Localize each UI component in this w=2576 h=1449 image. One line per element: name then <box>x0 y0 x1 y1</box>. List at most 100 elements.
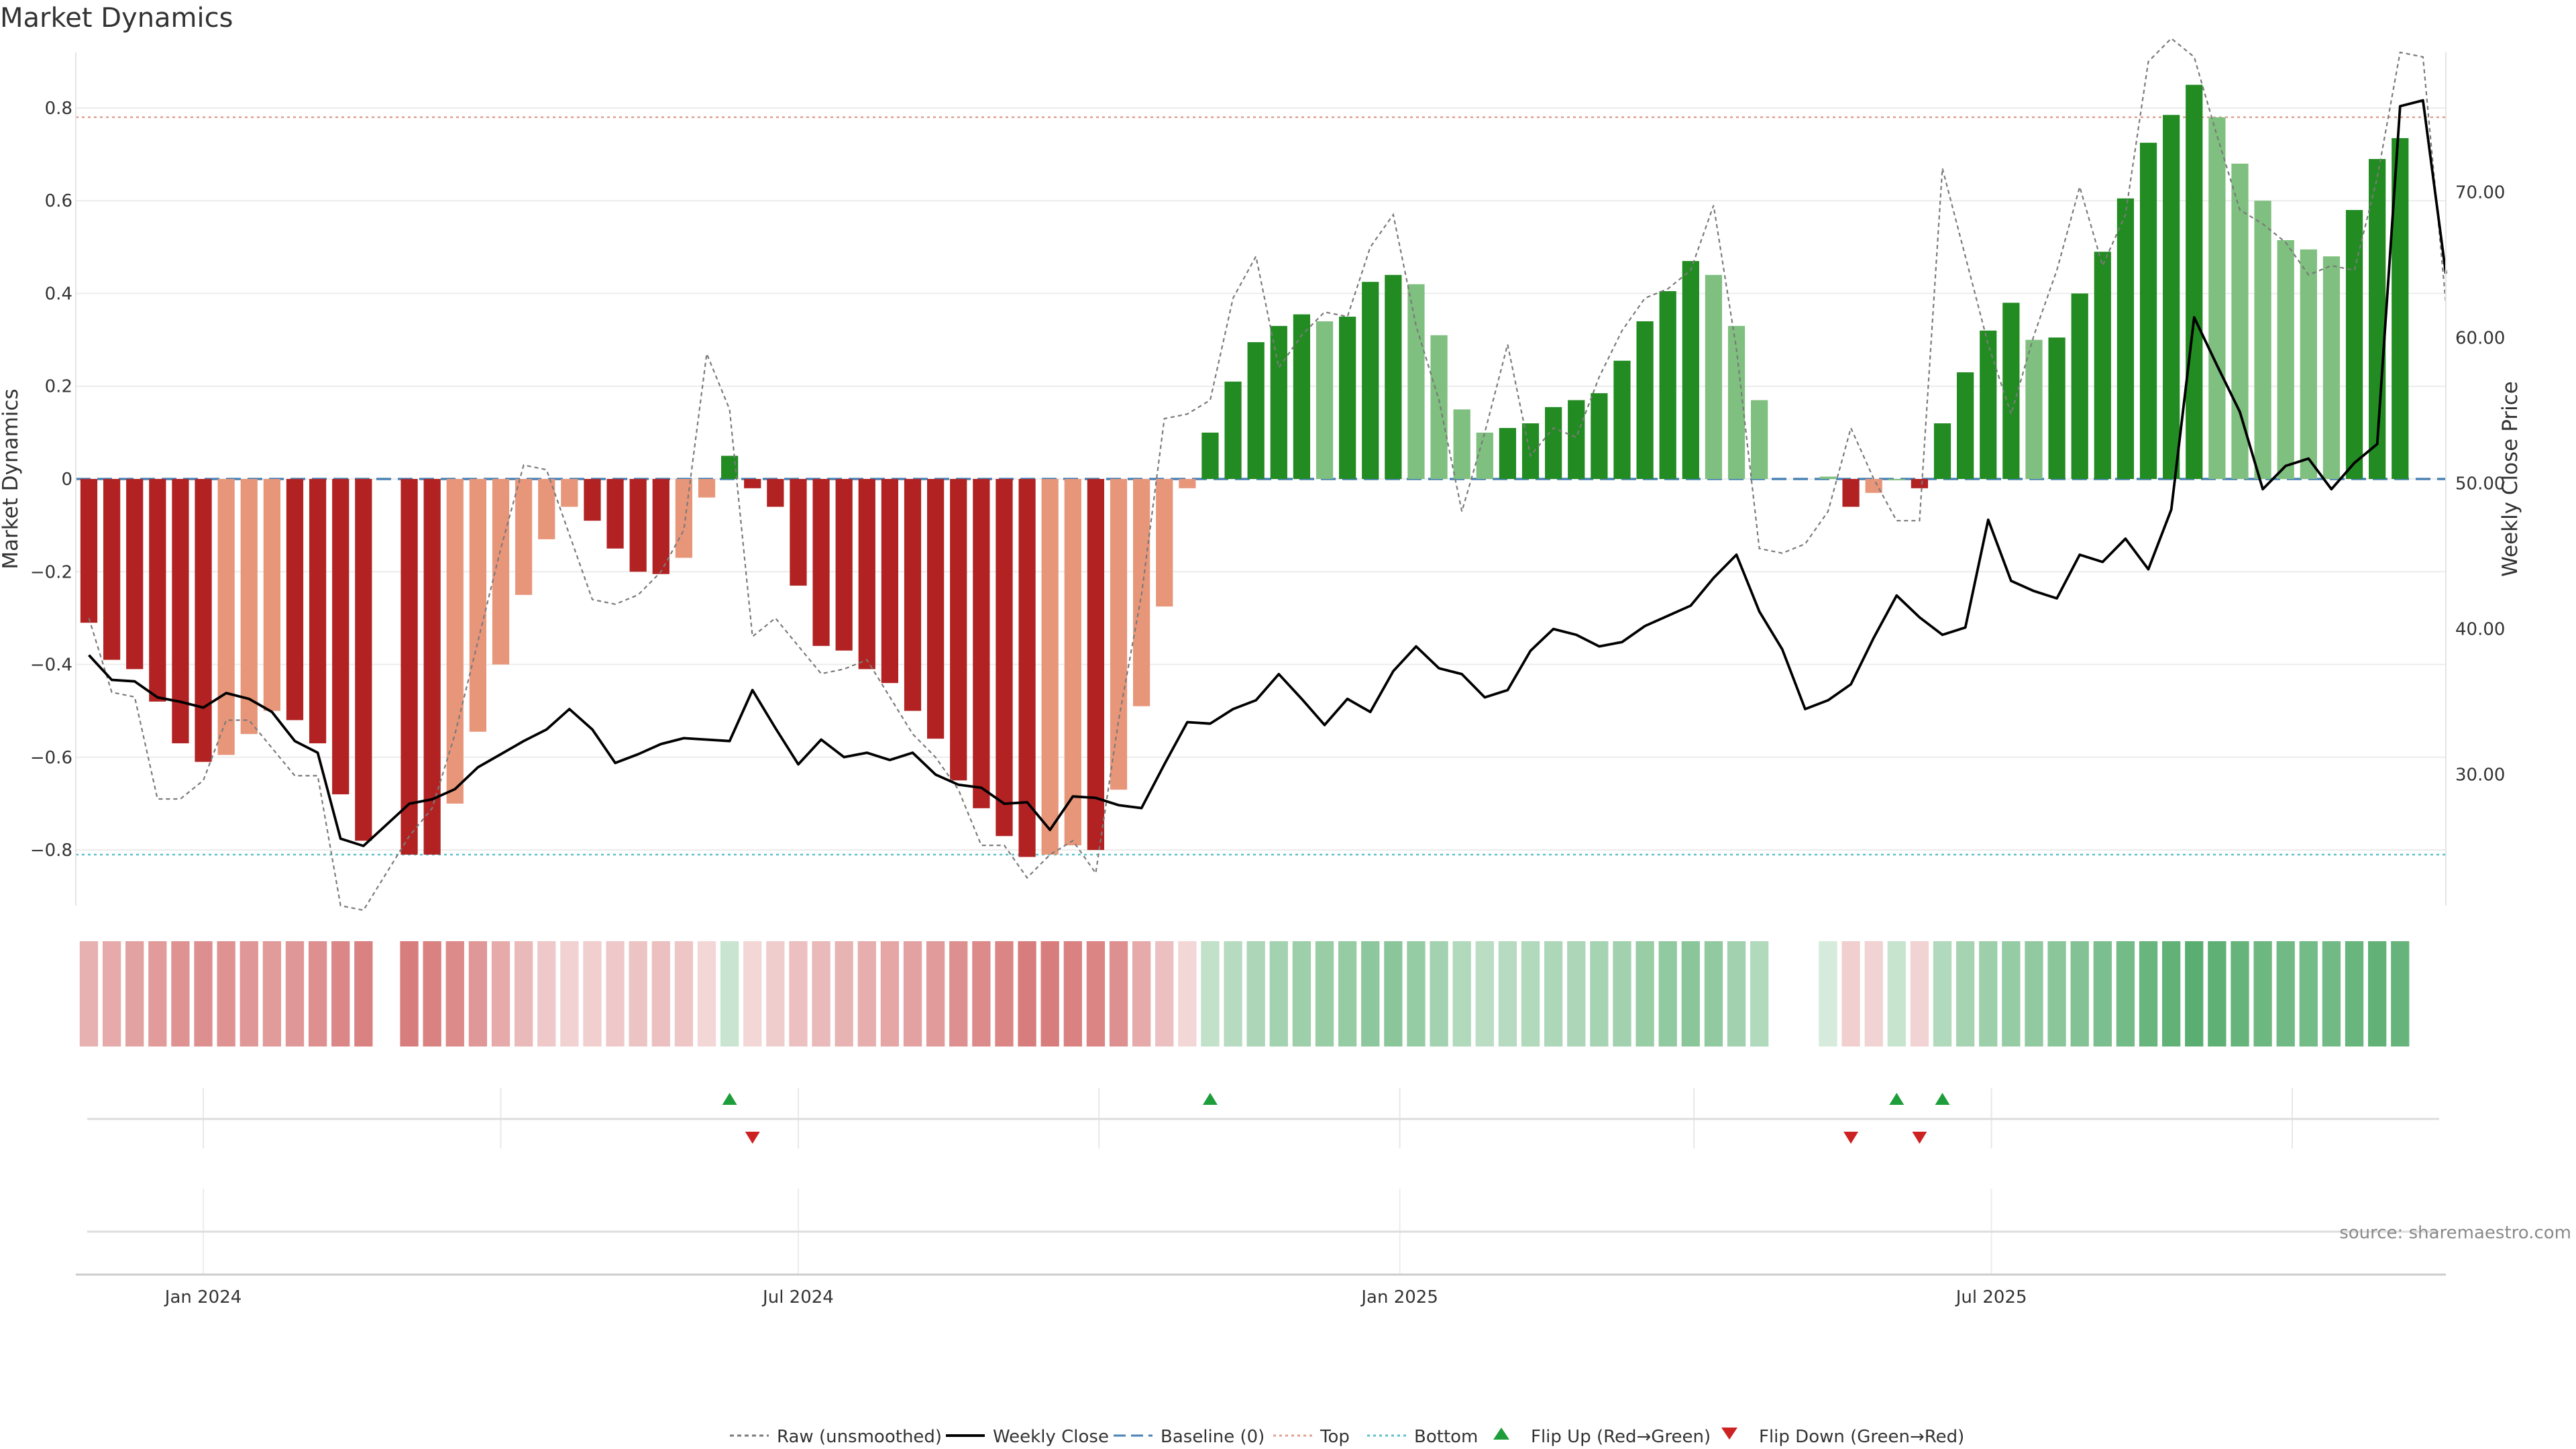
heat-cell <box>606 941 625 1046</box>
dynamics-bar <box>1521 423 1540 479</box>
heat-cell <box>1040 941 1059 1046</box>
heat-cell <box>2345 941 2364 1046</box>
heat-cell <box>1864 941 1883 1046</box>
dynamics-bar <box>2322 256 2341 479</box>
y-tick-label-right: 70.00 <box>2455 182 2505 203</box>
y-tick-label-left: 0.2 <box>45 377 72 397</box>
heat-cell <box>2208 941 2226 1046</box>
heat-cell <box>1224 941 1242 1046</box>
dynamics-bar <box>904 479 922 711</box>
heat-cell <box>583 941 602 1046</box>
x-tick-label: Jan 2025 <box>1360 1287 1438 1307</box>
heat-cell <box>2139 941 2158 1046</box>
heat-cell <box>2368 941 2387 1046</box>
y-tick-label-right: 60.00 <box>2455 328 2505 348</box>
heat-cell <box>1956 941 1975 1046</box>
heat-cell <box>2253 941 2272 1046</box>
heat-cell <box>2025 941 2043 1046</box>
heat-cell <box>1841 941 1860 1046</box>
heat-cell <box>125 941 144 1046</box>
y-tick-label-left: −0.4 <box>30 655 72 676</box>
dynamics-bar <box>286 479 304 720</box>
dynamics-bar <box>1911 479 1929 488</box>
dynamics-bar <box>1156 479 1173 607</box>
dynamics-bar <box>80 479 98 623</box>
heat-cell <box>1155 941 1174 1046</box>
dynamics-bar <box>1499 427 1517 479</box>
dynamics-bar <box>2071 293 2088 479</box>
heat-cell <box>789 941 808 1046</box>
dynamics-bar <box>263 479 281 711</box>
heat-cell <box>1887 941 1906 1046</box>
heat-cell <box>835 941 853 1046</box>
heat-cell <box>1361 941 1380 1046</box>
heat-cell <box>1063 941 1082 1046</box>
dynamics-bar <box>2345 210 2363 479</box>
flip-up-marker <box>1889 1093 1904 1105</box>
heat-cell <box>1613 941 1631 1046</box>
heat-cell <box>148 941 167 1046</box>
flip-down-marker <box>1843 1132 1859 1144</box>
dynamics-bar <box>400 479 418 855</box>
heat-cell <box>1018 941 1036 1046</box>
dynamics-bar <box>1293 314 1311 479</box>
dynamics-bar <box>790 479 807 586</box>
dynamics-bar <box>217 479 235 755</box>
heat-cell <box>1109 941 1128 1046</box>
x-tick-label: Jul 2024 <box>761 1287 834 1307</box>
dynamics-bar <box>1224 381 1242 479</box>
heat-cell <box>1292 941 1311 1046</box>
heat-cell <box>926 941 945 1046</box>
heat-cell <box>308 941 327 1046</box>
heat-cell <box>1086 941 1106 1046</box>
heat-cell <box>1430 941 1448 1046</box>
dynamics-bar <box>423 479 441 855</box>
dynamics-bar <box>1751 400 1768 479</box>
dynamics-bar <box>1545 407 1562 479</box>
dynamics-bar <box>1476 432 1493 479</box>
heat-cell <box>1979 941 1998 1046</box>
heat-cell <box>331 941 350 1046</box>
flip-up-marker <box>1935 1093 1950 1105</box>
x-tick-label: Jan 2024 <box>164 1287 242 1307</box>
legend-swatch <box>1721 1428 1737 1440</box>
heat-cell <box>514 941 533 1046</box>
legend-label: Weekly Close <box>993 1427 1109 1447</box>
heat-cell <box>1567 941 1586 1046</box>
y-tick-label-left: 0 <box>61 470 72 490</box>
heat-cell <box>2162 941 2181 1046</box>
dynamics-bar <box>1110 479 1128 790</box>
legend-label: Top <box>1320 1427 1350 1447</box>
dynamics-bar <box>720 455 739 479</box>
heat-cell <box>720 941 739 1046</box>
dynamics-bar <box>1957 372 1974 479</box>
heat-cell <box>1201 941 1220 1046</box>
dynamics-bar <box>1362 282 1379 479</box>
dynamics-bar <box>950 479 967 781</box>
dynamics-bar <box>1087 479 1105 851</box>
heat-cell <box>857 941 876 1046</box>
dynamics-bar <box>1933 423 1951 479</box>
heat-cell <box>697 941 716 1046</box>
heat-cell <box>537 941 556 1046</box>
heat-cell <box>423 941 441 1046</box>
dynamics-bar <box>172 479 189 744</box>
heat-cell <box>972 941 991 1046</box>
dynamics-bar <box>1568 400 1585 479</box>
heat-cell <box>674 941 694 1046</box>
dynamics-bar <box>1613 360 1631 479</box>
dynamics-bar <box>1407 284 1425 479</box>
legend-swatch <box>1493 1428 1509 1440</box>
dynamics-bar <box>2300 249 2317 479</box>
dynamics-bar <box>1842 479 1860 507</box>
dynamics-bar <box>332 479 350 795</box>
y-tick-label-left: 0.8 <box>45 99 72 119</box>
dynamics-bar <box>1339 317 1356 479</box>
heat-cell <box>2002 941 2021 1046</box>
heat-cell <box>812 941 830 1046</box>
heat-cell <box>239 941 258 1046</box>
dynamics-bar <box>240 479 258 735</box>
dynamics-bar <box>2231 163 2249 480</box>
dynamics-bar <box>698 479 716 498</box>
